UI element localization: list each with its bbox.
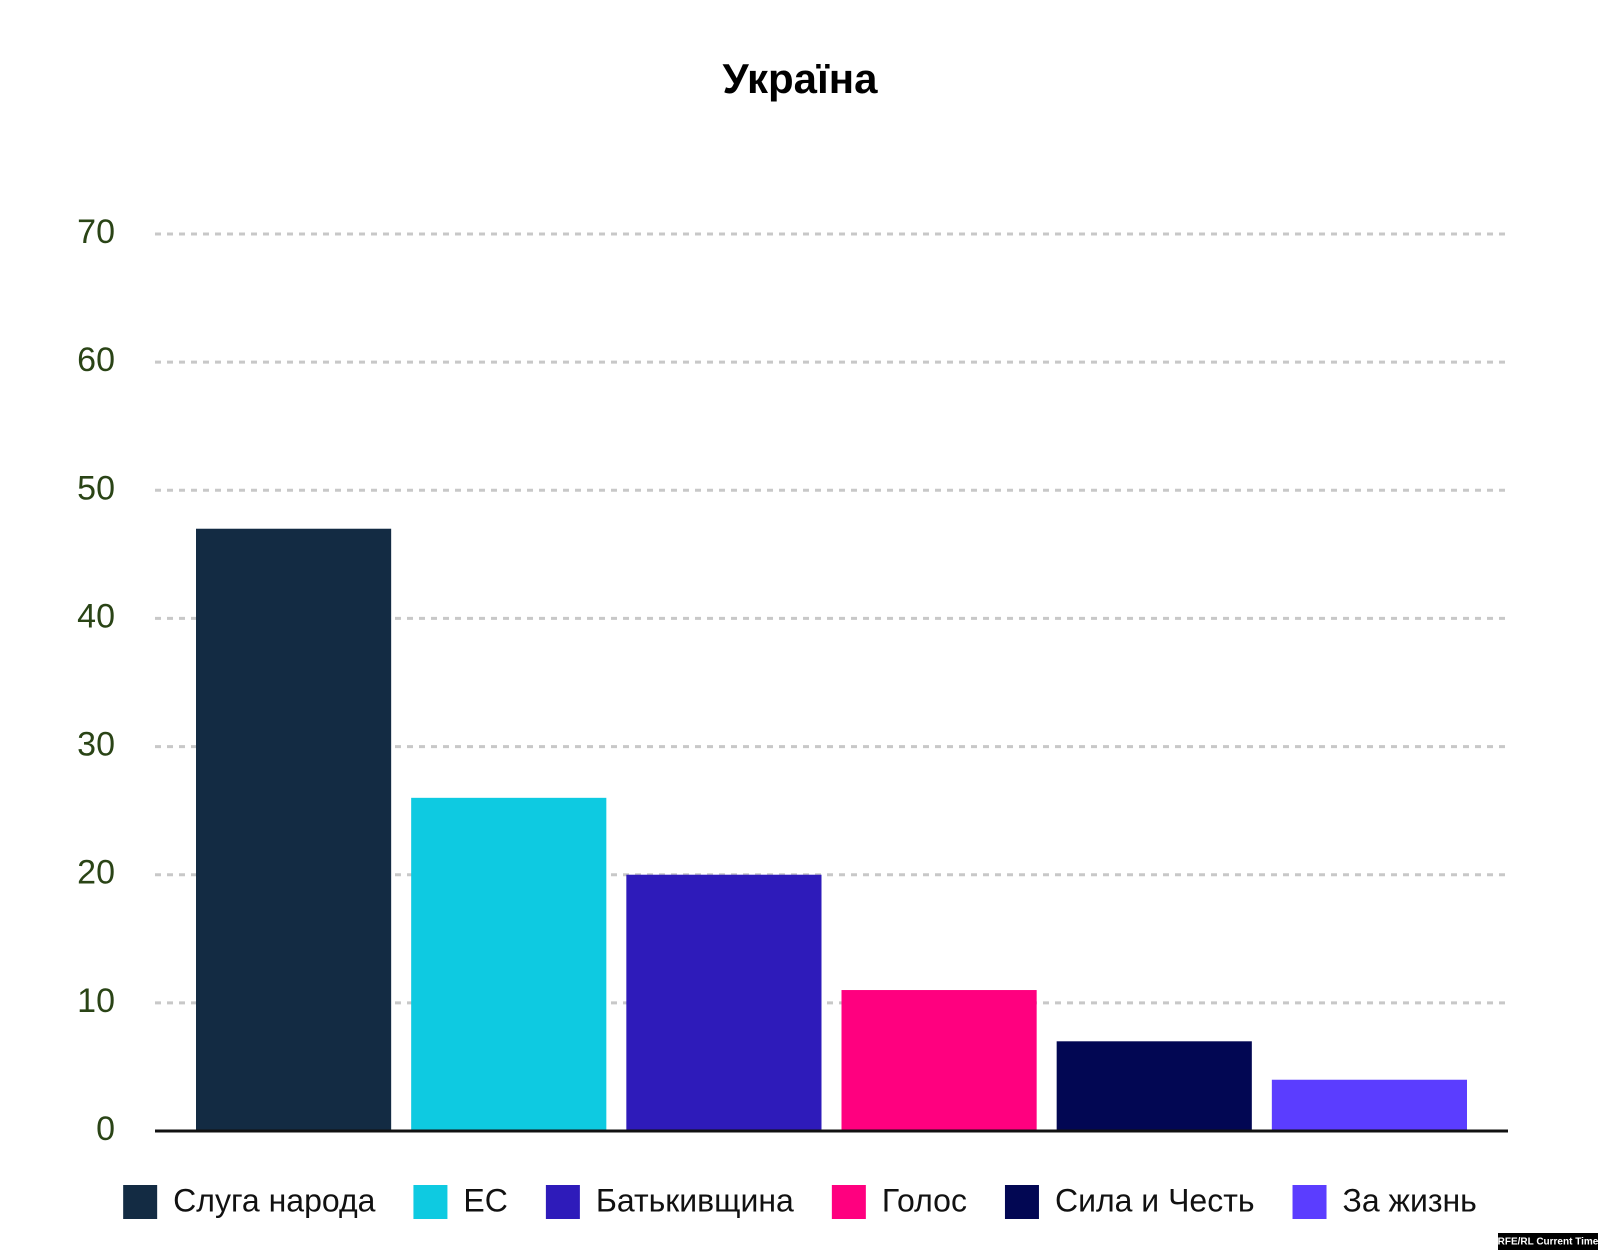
legend-label: Батькивщина [596, 1182, 794, 1218]
y-tick-label: 20 [77, 854, 115, 892]
legend-label: Голос [882, 1182, 967, 1218]
credit-box [1498, 1233, 1598, 1250]
legend-swatch [1292, 1185, 1327, 1219]
legend-swatch [413, 1185, 448, 1219]
y-tick-label: 50 [77, 469, 115, 507]
bar [196, 528, 392, 1131]
legend-label: ЕС [463, 1182, 507, 1218]
bar [1056, 1041, 1252, 1131]
bar [626, 874, 822, 1131]
legend-swatch [123, 1185, 158, 1219]
y-tick-label: 0 [96, 1110, 115, 1148]
bar [411, 797, 607, 1131]
legend-swatch [1004, 1185, 1039, 1219]
chart-title: Україна [722, 55, 878, 102]
y-tick-label: 40 [77, 597, 115, 635]
bar [1271, 1079, 1467, 1131]
credit: RFE/RL Current Time [1498, 1237, 1599, 1248]
y-tick-label: 10 [77, 982, 115, 1020]
legend-label: Сила и Честь [1055, 1182, 1255, 1218]
legend-label: За жизнь [1343, 1182, 1477, 1218]
legend-label: Слуга народа [173, 1182, 375, 1218]
y-tick-label: 30 [77, 726, 115, 764]
legend-swatch [831, 1185, 866, 1219]
bar [841, 990, 1037, 1131]
y-tick-label: 60 [77, 341, 115, 379]
legend-swatch [545, 1185, 580, 1219]
y-tick-label: 70 [77, 213, 115, 251]
